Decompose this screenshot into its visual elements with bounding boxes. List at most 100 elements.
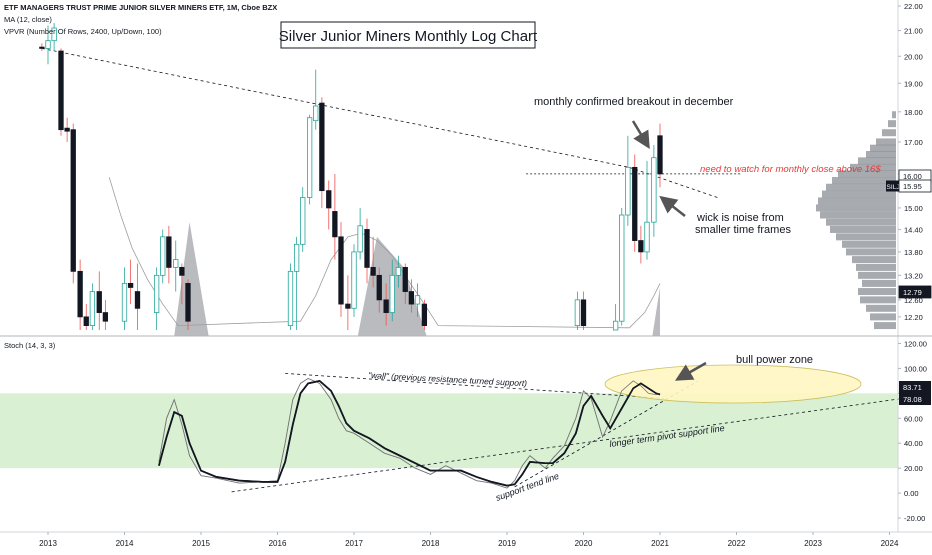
price-tick-label: 18.00 [904,108,923,117]
candle-body[interactable] [580,299,587,326]
stoch-tick-label: 0.00 [904,489,919,498]
volume-profile-bar [876,138,896,146]
price-badge-label: 16.00 [903,172,922,181]
volume-profile-bar [818,197,896,205]
candle-body[interactable] [338,236,344,305]
stoch-badge-label: 78.08 [903,395,922,404]
time-tick-label: 2014 [116,539,134,548]
candle-body[interactable] [39,46,45,49]
candle-body[interactable] [357,225,363,253]
candle-body[interactable] [293,243,300,272]
candle-body[interactable] [657,135,663,175]
vpvr-indicator-label[interactable]: VPVR (Number Of Rows, 2400, Up/Down, 100… [4,27,162,36]
candle-body[interactable] [421,303,428,326]
symbol-badge-label: SILJ [886,184,899,191]
candle-body[interactable] [179,267,185,276]
candle-body[interactable] [632,166,638,241]
candle-body[interactable] [51,27,57,42]
candle-body[interactable] [326,190,332,209]
candle-body[interactable] [408,291,415,305]
volume-profile-bar [874,322,896,330]
candle-body[interactable] [185,282,191,322]
volume-profile-bar [870,144,896,152]
candle-body[interactable] [319,102,325,192]
candle-body[interactable] [134,291,141,309]
candle-body[interactable] [64,127,70,132]
candle-body[interactable] [351,251,357,309]
volume-profile-bar [850,163,896,171]
candle-body[interactable] [612,320,619,331]
time-tick-label: 2021 [651,539,669,548]
stoch-trendline [231,393,932,493]
candle-body[interactable] [287,270,294,326]
candle-body[interactable] [638,240,644,253]
volume-profile-bar [858,271,896,279]
candle-body[interactable] [89,291,96,326]
time-tick-label: 2020 [575,539,593,548]
candle-body[interactable] [644,221,650,253]
stoch-indicator-label[interactable]: Stoch (14, 3, 3) [4,341,56,350]
candle-body[interactable] [376,274,382,301]
candle-body[interactable] [300,197,306,245]
breakout-note: monthly confirmed breakout in december [534,96,734,108]
volume-profile-bar [820,211,896,219]
price-tick-label: 21.00 [904,27,923,36]
volume-profile-bar [882,129,896,137]
stoch-tick-label: 40.00 [904,439,923,448]
candle-body[interactable] [389,274,395,313]
candle-body[interactable] [70,129,76,272]
volume-profile-bar [816,204,896,212]
chart-title-box [280,21,536,49]
price-tick-label: 22.00 [904,2,923,11]
candle-body[interactable] [332,211,338,238]
breakout-arrow [631,120,650,150]
candle-body[interactable] [313,105,319,122]
candle-body[interactable] [153,274,160,313]
candle-body[interactable] [121,282,128,322]
time-tick-label: 2023 [804,539,822,548]
volume-profile-bar [836,233,896,241]
stoch-neutral-zone [0,393,898,469]
price-tick-label: 14.40 [904,225,923,234]
stoch-badge [899,393,931,405]
volume-profile-bar [858,288,896,296]
ma-indicator-label[interactable]: MA (12, close) [4,15,52,24]
price-tick-label: 19.00 [904,79,923,88]
candle-body[interactable] [160,236,166,276]
volume-profile-bar [858,157,896,165]
candle-body[interactable] [383,299,389,313]
candle-body[interactable] [574,299,581,326]
candle-body[interactable] [345,303,351,309]
price-tick-label: 13.80 [904,248,923,257]
volume-area [652,287,660,336]
candle-body[interactable] [619,214,625,322]
volume-profile-bar [866,304,896,312]
candle-body[interactable] [102,312,109,322]
price-badge [898,285,932,299]
ma-12-line [108,177,661,329]
stoch-tick-label: 120.00 [904,339,927,348]
candle-body[interactable] [77,270,83,318]
volume-profile-bar [832,177,896,185]
candle-body[interactable] [173,259,179,268]
candle-body[interactable] [402,267,408,292]
candle-body[interactable] [625,166,631,216]
volume-profile-bar [846,248,896,256]
candle-body[interactable] [127,282,134,288]
candle-body[interactable] [364,229,370,268]
candle-body[interactable] [45,40,51,49]
time-tick-label: 2013 [39,539,57,548]
candle-body[interactable] [58,50,64,131]
candle-body[interactable] [166,236,172,268]
symbol-badge [886,180,900,192]
candle-body[interactable] [651,157,657,223]
candle-body[interactable] [370,267,376,276]
candle-body[interactable] [395,267,402,276]
candle-body[interactable] [96,291,102,313]
candle-body[interactable] [83,316,89,326]
volume-profile-bar [870,313,896,321]
time-tick-label: 2017 [345,539,363,548]
candle-body[interactable] [306,117,313,198]
candle-body[interactable] [414,295,421,305]
